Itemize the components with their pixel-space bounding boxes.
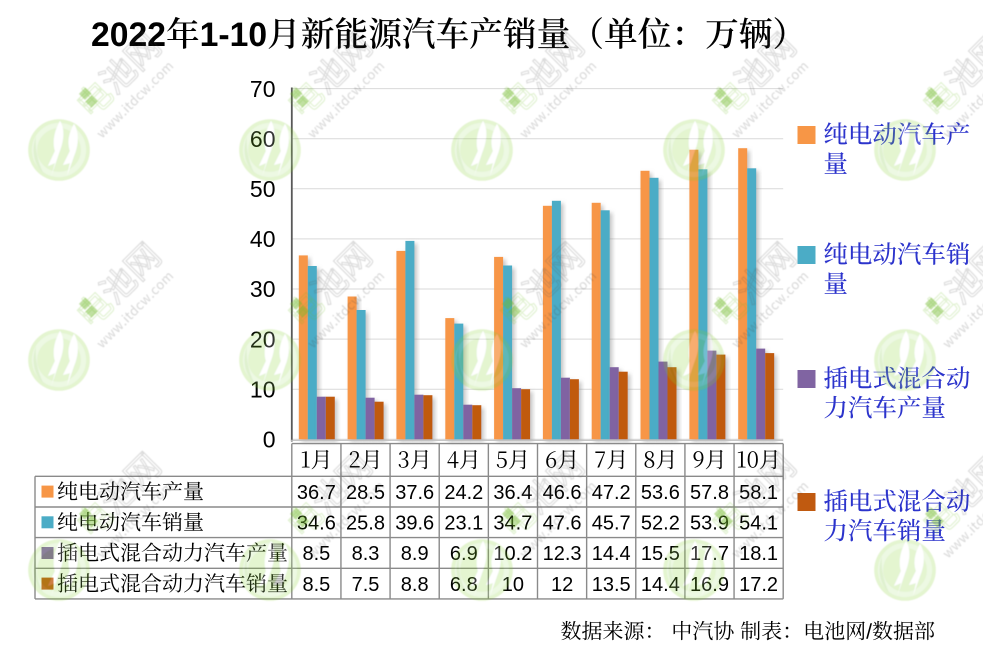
svg-text:8.5: 8.5 — [302, 543, 330, 565]
svg-text:70: 70 — [250, 76, 276, 102]
svg-text:8.5: 8.5 — [302, 574, 330, 596]
svg-text:47.2: 47.2 — [592, 482, 631, 504]
svg-text:57.8: 57.8 — [690, 482, 729, 504]
svg-text:30: 30 — [250, 276, 276, 302]
svg-text:39.6: 39.6 — [395, 513, 434, 535]
svg-text:14.4: 14.4 — [592, 543, 631, 565]
svg-text:12.3: 12.3 — [543, 543, 582, 565]
svg-text:36.4: 36.4 — [493, 482, 532, 504]
svg-text:40: 40 — [250, 226, 276, 252]
svg-text:37.6: 37.6 — [395, 482, 434, 504]
svg-text:8.3: 8.3 — [352, 543, 380, 565]
svg-text:18.1: 18.1 — [739, 543, 778, 565]
svg-text:45.7: 45.7 — [592, 513, 631, 535]
svg-text:46.6: 46.6 — [543, 482, 582, 504]
svg-text:47.6: 47.6 — [543, 513, 582, 535]
svg-text:25.8: 25.8 — [346, 513, 385, 535]
svg-text:53.6: 53.6 — [641, 482, 680, 504]
svg-text:17.2: 17.2 — [739, 574, 778, 596]
svg-text:23.1: 23.1 — [444, 513, 483, 535]
svg-text:52.2: 52.2 — [641, 513, 680, 535]
svg-text:7.5: 7.5 — [352, 574, 380, 596]
svg-text:8.8: 8.8 — [401, 574, 429, 596]
svg-text:8.9: 8.9 — [401, 543, 429, 565]
svg-text:0: 0 — [263, 427, 276, 453]
svg-text:34.6: 34.6 — [297, 513, 336, 535]
svg-text:24.2: 24.2 — [444, 482, 483, 504]
svg-text:12: 12 — [551, 574, 573, 596]
svg-text:13.5: 13.5 — [592, 574, 631, 596]
